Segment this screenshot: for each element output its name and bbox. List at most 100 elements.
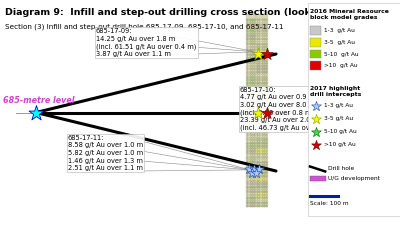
Bar [246,118,256,123]
Point [264,111,270,114]
Bar [256,123,268,128]
Bar [256,68,268,73]
Bar [256,73,268,78]
Bar [256,108,268,113]
Bar [256,58,268,63]
Bar [246,172,256,177]
Bar [246,39,256,44]
Bar [256,98,268,103]
Bar [246,162,256,167]
Text: 2016 Mineral Resource
block model grades: 2016 Mineral Resource block model grades [310,9,389,20]
Bar [256,153,268,158]
Bar [256,182,268,187]
Point [248,171,255,175]
Bar [246,68,256,73]
Bar [246,73,256,78]
Bar [246,153,256,158]
Bar [246,93,256,98]
Bar [246,197,256,202]
Bar [246,113,256,118]
Bar [256,39,268,44]
Bar [256,192,268,197]
Point [312,117,319,121]
Bar [246,123,256,128]
Text: >10 g/t Au: >10 g/t Au [324,142,356,147]
Bar [256,19,268,24]
Point [251,167,257,171]
Bar [246,34,256,39]
Bar [256,158,268,162]
Bar [256,78,268,83]
Bar [310,176,326,181]
Bar [256,197,268,202]
Bar [256,172,268,177]
Text: 3-5 g/t Au: 3-5 g/t Au [324,116,354,121]
Bar [246,29,256,34]
Bar [246,108,256,113]
Bar [256,202,268,207]
Bar [246,192,256,197]
Point [255,111,261,114]
Bar [246,103,256,108]
Bar [256,29,268,34]
Bar [256,113,268,118]
Text: >10  g/t Au: >10 g/t Au [324,63,358,68]
Bar [246,98,256,103]
Bar [310,26,321,35]
Point [264,52,270,56]
Bar [256,14,268,19]
Text: 5-10  g/t Au: 5-10 g/t Au [324,52,359,56]
Bar [256,162,268,167]
Bar [256,24,268,29]
Bar [246,177,256,182]
Bar [246,143,256,148]
Point [255,52,261,56]
Text: 685-17-09:
14.25 g/t Au over 1.8 m
(incl. 61.51 g/t Au over 0.4 m)
3.87 g/t Au o: 685-17-09: 14.25 g/t Au over 1.8 m (incl… [96,28,196,57]
Bar [256,187,268,192]
Text: 685-metre level: 685-metre level [3,96,75,105]
Bar [256,133,268,138]
Bar [246,202,256,207]
Bar [246,44,256,49]
Text: 2017 highlight
drill intercepts: 2017 highlight drill intercepts [310,86,361,97]
Point [256,167,262,171]
Bar [246,133,256,138]
Text: Diagram 9:  Infill and step-out drilling cross section (looking north): Diagram 9: Infill and step-out drilling … [5,8,364,17]
Bar [256,34,268,39]
Bar [256,138,268,143]
Bar [246,49,256,54]
Bar [256,63,268,68]
Bar [256,54,268,58]
Text: 1-3 g/t Au: 1-3 g/t Au [324,103,354,108]
Text: 685-17-10:
4.77 g/t Au over 0.9 m
3.02 g/t Au over 8.0 m
(incl. 9.53 over 0.8 m): 685-17-10: 4.77 g/t Au over 0.9 m 3.02 g… [240,87,340,131]
Bar [310,50,321,58]
Bar [310,38,321,47]
Bar [256,128,268,133]
Text: Scale: 100 m: Scale: 100 m [310,201,349,206]
Bar [246,58,256,63]
Bar [246,128,256,133]
Bar [246,158,256,162]
Bar [256,177,268,182]
Bar [246,14,256,19]
Bar [256,103,268,108]
Bar [310,61,321,70]
Bar [246,138,256,143]
Bar [246,83,256,88]
Text: 1-3  g/t Au: 1-3 g/t Au [324,28,355,33]
Bar [256,118,268,123]
Bar [256,143,268,148]
Bar [246,187,256,192]
Point [312,104,319,108]
Bar [246,88,256,93]
Bar [246,24,256,29]
Bar [246,167,256,172]
Bar [246,54,256,58]
Bar [256,49,268,54]
Text: U/G development: U/G development [328,176,380,181]
Point [253,171,260,175]
Point [33,111,39,114]
Bar [246,182,256,187]
Bar [246,63,256,68]
Bar [256,167,268,172]
